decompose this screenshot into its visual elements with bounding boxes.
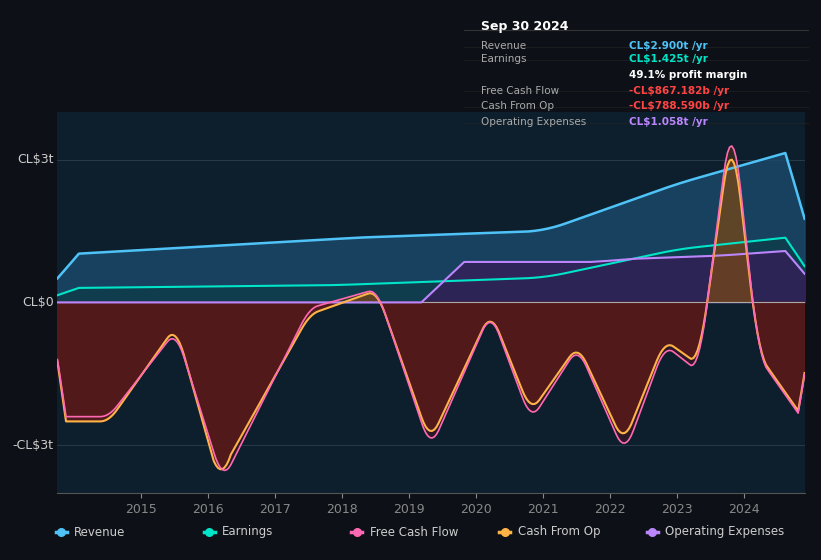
Text: CL$1.058t /yr: CL$1.058t /yr — [630, 117, 709, 127]
Text: Operating Expenses: Operating Expenses — [481, 117, 586, 127]
Text: CL$3t: CL$3t — [17, 153, 53, 166]
Text: Free Cash Flow: Free Cash Flow — [370, 525, 458, 539]
Text: -CL$867.182b /yr: -CL$867.182b /yr — [630, 86, 730, 96]
Text: -CL$3t: -CL$3t — [13, 438, 53, 452]
Point — [589, 324, 602, 333]
Text: CL$0: CL$0 — [22, 296, 53, 309]
Text: Revenue: Revenue — [481, 41, 526, 52]
Text: Cash From Op: Cash From Op — [481, 101, 554, 111]
Text: Operating Expenses: Operating Expenses — [666, 525, 785, 539]
Text: Free Cash Flow: Free Cash Flow — [481, 86, 559, 96]
Text: Sep 30 2024: Sep 30 2024 — [481, 20, 569, 33]
Text: Cash From Op: Cash From Op — [518, 525, 600, 539]
Text: Earnings: Earnings — [481, 54, 526, 64]
Text: 49.1% profit margin: 49.1% profit margin — [630, 70, 748, 80]
Text: CL$1.425t /yr: CL$1.425t /yr — [630, 54, 709, 64]
Text: Revenue: Revenue — [75, 525, 126, 539]
Text: CL$2.900t /yr: CL$2.900t /yr — [630, 41, 708, 52]
Text: Earnings: Earnings — [222, 525, 273, 539]
Text: -CL$788.590b /yr: -CL$788.590b /yr — [630, 101, 729, 111]
